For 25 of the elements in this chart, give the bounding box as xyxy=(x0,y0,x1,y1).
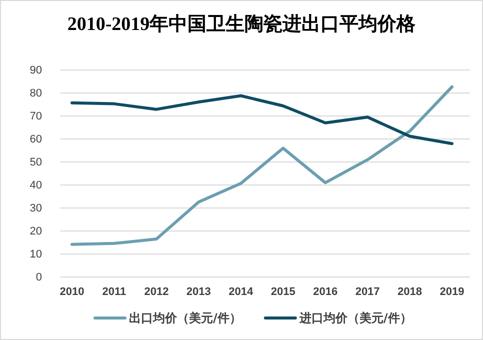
y-tick-label: 80 xyxy=(30,88,42,100)
legend-label: 出口均价（美元/件） xyxy=(129,311,242,325)
chart-title: 2010-2019年中国卫生陶瓷进出口平均价格 xyxy=(67,13,417,35)
x-tick-label: 2016 xyxy=(313,286,338,298)
x-tick-label: 2013 xyxy=(186,286,211,298)
y-tick-label: 60 xyxy=(30,134,42,146)
y-tick-label: 20 xyxy=(30,226,42,238)
x-tick-label: 2014 xyxy=(228,286,254,298)
y-tick-label: 30 xyxy=(30,202,42,215)
y-tick-label: 90 xyxy=(30,64,42,77)
x-tick-label: 2019 xyxy=(440,286,464,298)
x-tick-label: 2017 xyxy=(355,286,380,298)
legend-label: 进口均价（美元/件） xyxy=(298,311,412,325)
y-tick-label: 10 xyxy=(30,248,42,261)
x-tick-label: 2015 xyxy=(270,286,296,298)
x-tick-label: 2018 xyxy=(398,286,422,298)
x-tick-label: 2011 xyxy=(102,286,126,298)
line-series xyxy=(70,94,454,146)
x-tick-label: 2012 xyxy=(144,286,169,298)
y-tick-label: 50 xyxy=(30,156,42,169)
y-tick-label: 70 xyxy=(30,110,42,123)
x-tick-label: 2010 xyxy=(60,286,84,298)
line-series xyxy=(70,85,454,246)
y-tick-label: 0 xyxy=(36,272,42,284)
y-tick-label: 40 xyxy=(30,180,42,192)
